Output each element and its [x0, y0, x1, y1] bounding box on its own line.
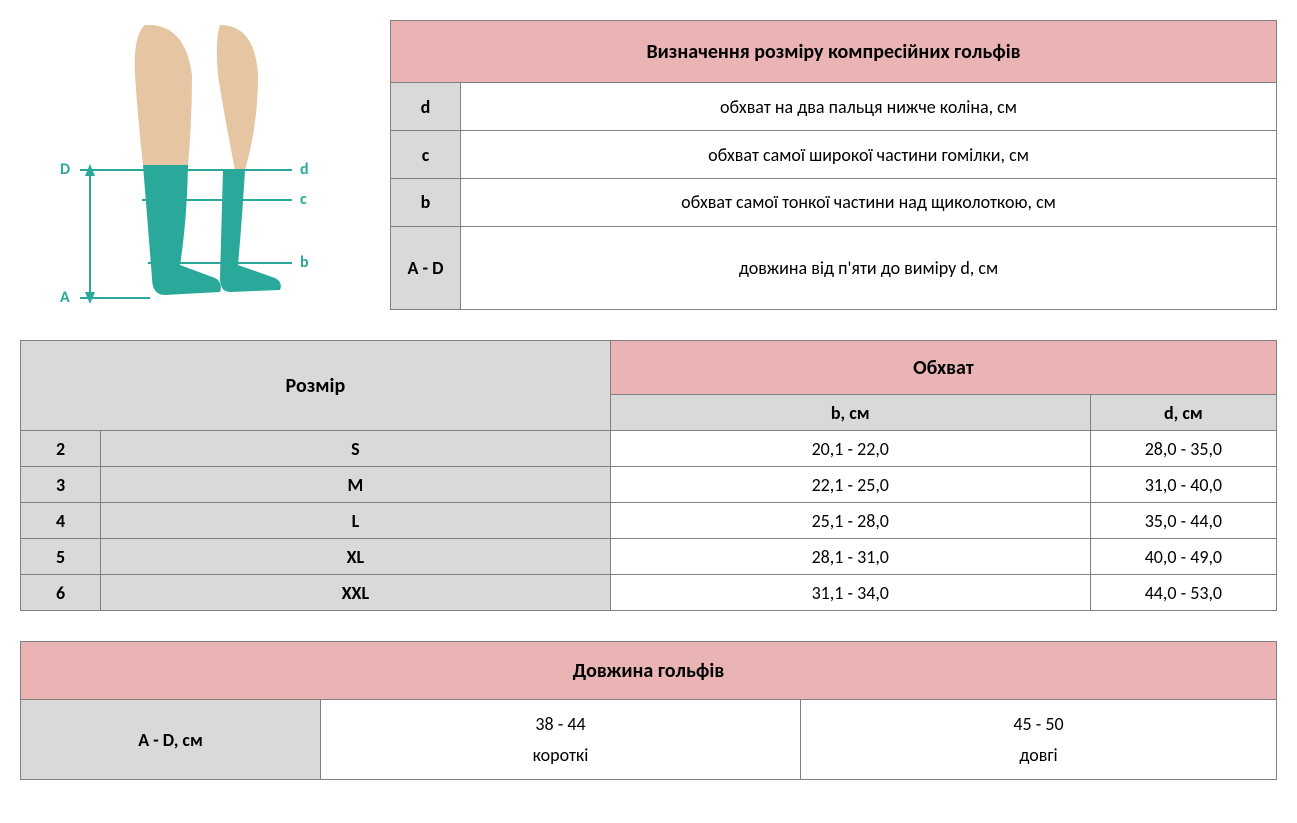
size-sub-d: d, см: [1090, 395, 1276, 431]
size-code: M: [101, 467, 611, 503]
length-key: A - D, см: [21, 700, 321, 780]
size-d: 28,0 - 35,0: [1090, 431, 1276, 467]
size-b: 20,1 - 22,0: [610, 431, 1090, 467]
size-d: 44,0 - 53,0: [1090, 575, 1276, 611]
size-sub-b: b, см: [610, 395, 1090, 431]
measure-desc: обхват самої широкої частини гомілки, см: [461, 131, 1277, 179]
size-code: S: [101, 431, 611, 467]
measure-key: d: [391, 83, 461, 131]
size-d: 31,0 - 40,0: [1090, 467, 1276, 503]
length-short-range: 38 - 44: [321, 700, 801, 740]
measure-desc: обхват самої тонкої частини над щиколотк…: [461, 178, 1277, 226]
leg-label-c: c: [300, 190, 307, 209]
size-d: 40,0 - 49,0: [1090, 539, 1276, 575]
size-b: 22,1 - 25,0: [610, 467, 1090, 503]
measure-title: Визначення розміру компресійних гольфів: [391, 21, 1277, 83]
measure-desc: довжина від п'яти до виміру d, см: [461, 226, 1277, 309]
size-header-size: Розмір: [21, 341, 611, 431]
leg-label-d: d: [300, 160, 309, 179]
measure-desc: обхват на два пальця нижче коліна, см: [461, 83, 1277, 131]
size-num: 2: [21, 431, 101, 467]
leg-label-A: A: [60, 288, 70, 307]
length-long-range: 45 - 50: [801, 700, 1277, 740]
measure-key: b: [391, 178, 461, 226]
leg-label-D: D: [60, 160, 70, 179]
leg-diagram: D A d c b: [20, 20, 350, 310]
size-b: 28,1 - 31,0: [610, 539, 1090, 575]
length-table: Довжина гольфів A - D, см 38 - 44 45 - 5…: [20, 641, 1277, 780]
length-title: Довжина гольфів: [21, 642, 1277, 700]
size-d: 35,0 - 44,0: [1090, 503, 1276, 539]
length-long-label: довгі: [801, 740, 1277, 780]
size-table: Розмір Обхват b, см d, см 2 S 20,1 - 22,…: [20, 340, 1277, 611]
measure-key: c: [391, 131, 461, 179]
measure-key: A - D: [391, 226, 461, 309]
size-b: 31,1 - 34,0: [610, 575, 1090, 611]
size-code: L: [101, 503, 611, 539]
size-header-girth: Обхват: [610, 341, 1276, 395]
length-short-label: короткі: [321, 740, 801, 780]
size-b: 25,1 - 28,0: [610, 503, 1090, 539]
size-code: XL: [101, 539, 611, 575]
measurement-table: Визначення розміру компресійних гольфів …: [390, 20, 1277, 310]
size-num: 6: [21, 575, 101, 611]
size-num: 3: [21, 467, 101, 503]
size-code: XXL: [101, 575, 611, 611]
leg-label-b: b: [300, 253, 309, 272]
size-num: 4: [21, 503, 101, 539]
size-num: 5: [21, 539, 101, 575]
